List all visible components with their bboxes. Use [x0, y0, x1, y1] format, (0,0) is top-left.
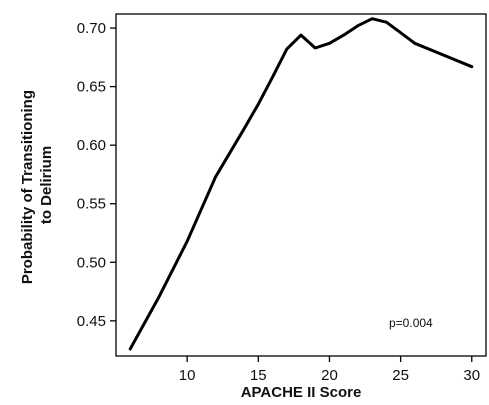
y-tick-label: 0.45	[77, 313, 106, 330]
y-axis-title-line-2: to Delirium	[38, 146, 55, 224]
x-axis: 10 15 20 25 30	[179, 356, 480, 384]
series-line	[128, 17, 474, 351]
y-tick-label: 0.55	[77, 196, 106, 213]
y-tick-label: 0.60	[77, 137, 106, 154]
x-axis-title: APACHE II Score	[241, 384, 362, 401]
y-axis: 0.45 0.50 0.55 0.60 0.65 0.70	[77, 20, 116, 330]
x-tick-label: 20	[321, 367, 338, 384]
y-axis-title: Probability of Transitioning to Delirium	[19, 86, 55, 284]
plot-frame	[115, 13, 487, 357]
y-tick-label: 0.70	[77, 20, 106, 37]
p-value-annotation: p=0.004	[389, 316, 433, 330]
x-tick-label: 25	[392, 367, 409, 384]
x-tick-label: 10	[179, 367, 196, 384]
y-tick-label: 0.50	[77, 254, 106, 271]
series-layer	[128, 17, 474, 351]
y-tick-label: 0.65	[77, 79, 106, 96]
y-axis-title-line-1: Probability of Transitioning	[19, 90, 36, 284]
x-tick-label: 30	[463, 367, 480, 384]
x-tick-label: 15	[250, 367, 267, 384]
